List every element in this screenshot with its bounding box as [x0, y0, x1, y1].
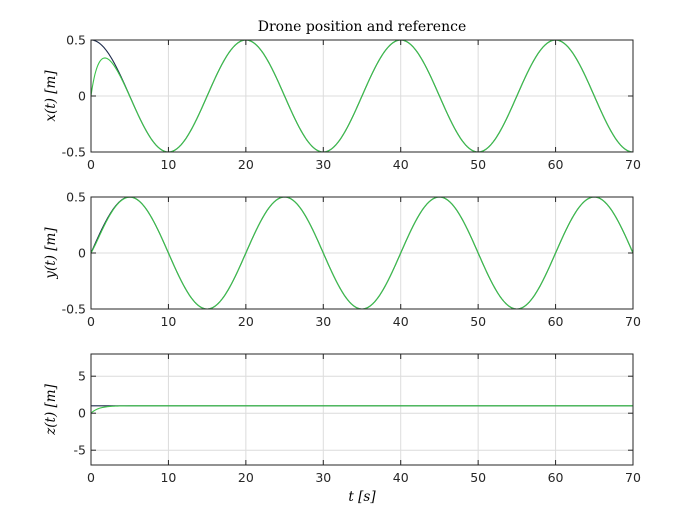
x-tick-label: 30	[315, 470, 331, 485]
x-tick-label: 10	[160, 157, 176, 172]
x-tick-label: 40	[393, 157, 409, 172]
x-tick-label: 30	[315, 157, 331, 172]
x-tick-label: 50	[470, 157, 486, 172]
x-tick-label: 30	[315, 314, 331, 329]
x-tick-label: 70	[625, 157, 641, 172]
x-tick-label: 40	[393, 314, 409, 329]
plot-area	[91, 354, 633, 465]
position-line	[90, 405, 633, 414]
y-tick-label: 0.5	[66, 33, 86, 48]
x-tick-label: 10	[160, 470, 176, 485]
y-tick-label: 0	[78, 89, 86, 104]
position-line	[90, 39, 634, 153]
y-axis-label: x(t) [m]	[43, 70, 59, 122]
x-tick-label: 60	[548, 470, 564, 485]
x-tick-label: 20	[238, 470, 254, 485]
y-tick-label: 0	[78, 406, 86, 421]
x-tick-label: 70	[625, 470, 641, 485]
y-tick-label: 0	[78, 246, 86, 261]
y-tick-label: -5	[74, 443, 86, 458]
x-tick-label: 50	[470, 470, 486, 485]
y-tick-label: -0.5	[62, 302, 86, 317]
y-tick-label: -0.5	[62, 145, 86, 160]
y-tick-label: 5	[78, 369, 86, 384]
x-tick-label: 20	[238, 314, 254, 329]
y-tick-label: 0.5	[66, 190, 86, 205]
x-tick-label: 70	[625, 314, 641, 329]
y-position-subplot: 0 10 20 30 40 50 60 70-0.500.5y(t) [m]	[43, 190, 641, 330]
x-tick-label: 60	[548, 314, 564, 329]
x-tick-label: 60	[548, 157, 564, 172]
chart-title: Drone position and reference	[258, 19, 467, 35]
x-tick-label: 50	[470, 314, 486, 329]
axes-box	[90, 353, 634, 466]
x-tick-label: 40	[393, 470, 409, 485]
x-tick-label: 0	[87, 470, 95, 485]
x-position-subplot: 0 10 20 30 40 50 60 70-0.500.5x(t) [m]	[43, 33, 641, 173]
y-axis-label: z(t) [m]	[43, 383, 59, 435]
x-tick-label: 10	[160, 314, 176, 329]
x-axis-label: t [s]	[348, 489, 376, 505]
x-tick-label: 0	[87, 314, 95, 329]
x-tick-label: 0	[87, 157, 95, 172]
x-tick-label: 20	[238, 157, 254, 172]
y-axis-label: y(t) [m]	[43, 227, 59, 280]
